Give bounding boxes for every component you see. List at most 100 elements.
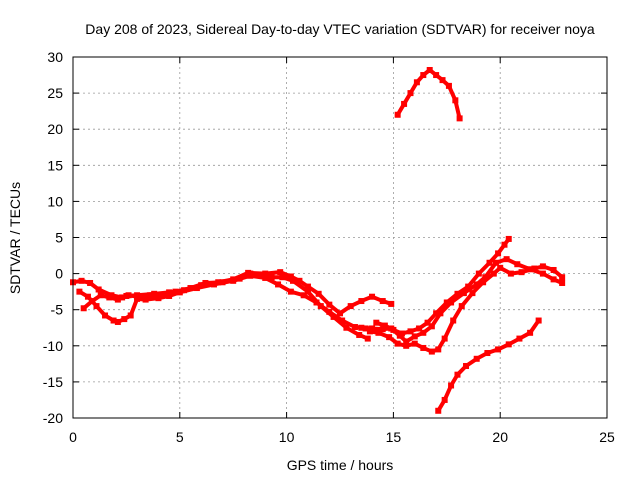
- data-point: [381, 322, 388, 329]
- data-point: [76, 288, 83, 295]
- data-point: [275, 281, 282, 288]
- data-point: [420, 344, 427, 351]
- data-point: [386, 334, 393, 341]
- data-point: [279, 274, 286, 281]
- data-series: [70, 66, 566, 414]
- data-point: [379, 326, 386, 333]
- data-point: [398, 330, 405, 337]
- data-point: [518, 269, 525, 276]
- data-point: [388, 300, 395, 307]
- data-point: [559, 274, 566, 281]
- data-point: [539, 270, 546, 277]
- data-point: [358, 298, 365, 305]
- data-point: [300, 292, 307, 299]
- data-point: [463, 363, 470, 370]
- data-point: [198, 282, 205, 289]
- y-tick-label: -20: [43, 410, 63, 426]
- series-line: [436, 318, 541, 413]
- data-point: [373, 319, 380, 326]
- series-arc-6: [373, 235, 512, 337]
- data-point: [401, 100, 408, 107]
- data-point: [114, 318, 121, 325]
- data-point: [531, 265, 538, 272]
- data-point: [121, 316, 128, 323]
- data-point: [245, 269, 252, 276]
- data-point: [262, 270, 269, 277]
- data-point: [358, 324, 365, 331]
- data-point: [435, 407, 442, 414]
- y-tick-label: -10: [43, 338, 63, 354]
- y-tick-label: 10: [47, 193, 63, 209]
- data-point: [313, 299, 320, 306]
- data-point: [473, 355, 480, 362]
- y-tick-label: 5: [55, 230, 63, 246]
- data-point: [366, 328, 373, 335]
- x-tick-label: 20: [492, 429, 508, 445]
- data-point: [505, 235, 512, 242]
- data-point: [460, 290, 467, 297]
- data-point: [364, 335, 371, 342]
- data-point: [413, 79, 420, 86]
- data-point: [337, 310, 343, 317]
- data-point: [448, 382, 455, 389]
- data-point: [492, 259, 499, 266]
- data-point: [550, 276, 557, 283]
- series-arc-5: [366, 263, 566, 355]
- data-point: [290, 277, 297, 284]
- data-point: [469, 290, 476, 297]
- data-point: [473, 281, 480, 288]
- data-point: [456, 115, 463, 122]
- data-point: [127, 312, 134, 319]
- data-point: [416, 325, 423, 332]
- y-tick-label: 0: [55, 266, 63, 282]
- data-point: [433, 310, 440, 317]
- data-point: [369, 293, 376, 300]
- data-point: [527, 329, 534, 336]
- data-point: [347, 303, 354, 310]
- data-point: [95, 286, 102, 293]
- data-point: [452, 97, 459, 104]
- y-axis-label: SDTVAR / TECUs: [7, 182, 23, 294]
- data-point: [497, 264, 504, 271]
- data-point: [465, 283, 472, 290]
- data-point: [343, 324, 350, 331]
- data-point: [495, 346, 502, 353]
- data-point: [215, 279, 222, 286]
- data-point: [475, 270, 482, 277]
- y-tick-label: -5: [51, 302, 64, 318]
- data-point: [539, 263, 546, 270]
- data-point: [403, 338, 410, 345]
- data-point: [390, 326, 397, 333]
- data-point: [326, 308, 333, 315]
- data-point: [420, 329, 427, 336]
- data-point: [97, 292, 104, 299]
- data-point: [114, 296, 121, 303]
- data-point: [428, 348, 435, 355]
- data-point: [443, 299, 450, 306]
- data-point: [287, 273, 294, 280]
- data-point: [435, 346, 442, 353]
- data-point: [550, 266, 557, 273]
- data-point: [445, 82, 452, 89]
- data-point: [375, 329, 382, 336]
- x-tick-label: 5: [176, 429, 184, 445]
- data-point: [424, 319, 431, 326]
- data-point: [450, 317, 457, 324]
- series-line: [367, 264, 565, 354]
- data-point: [411, 340, 418, 347]
- data-point: [394, 111, 401, 118]
- data-point: [142, 296, 149, 303]
- data-point: [501, 241, 508, 248]
- data-point: [437, 310, 444, 317]
- data-point: [151, 290, 158, 297]
- data-point: [78, 277, 85, 284]
- grid-lines: [73, 57, 607, 418]
- data-point: [486, 259, 493, 266]
- data-point: [433, 72, 440, 79]
- data-point: [454, 290, 461, 297]
- x-tick-label: 10: [279, 429, 295, 445]
- data-point: [80, 305, 87, 312]
- data-point: [268, 274, 275, 281]
- data-point: [339, 317, 346, 324]
- data-point: [89, 298, 96, 305]
